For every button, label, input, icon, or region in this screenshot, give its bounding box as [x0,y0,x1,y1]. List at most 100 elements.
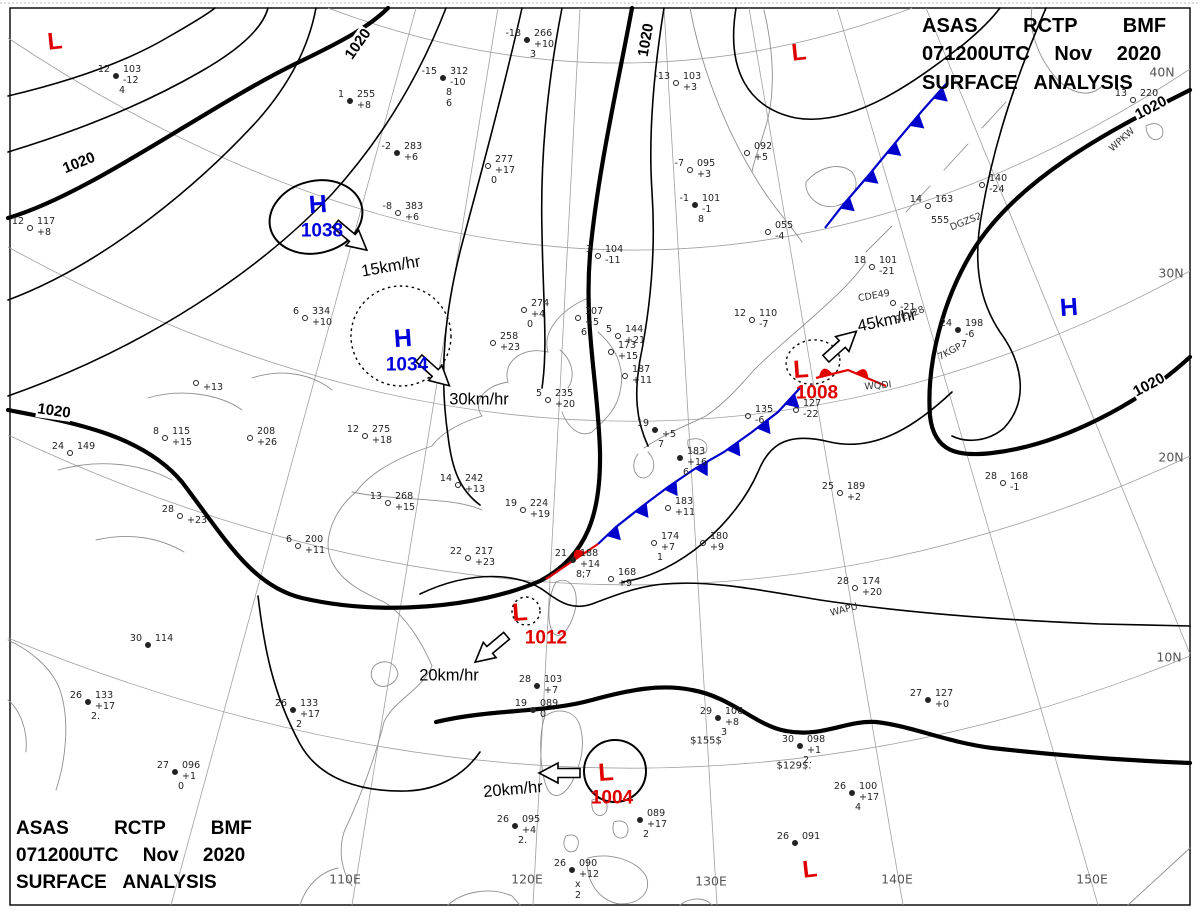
ship-label-CDE49: CDE49 [857,287,891,305]
station-ex-value: 7 [658,439,665,450]
station-rr-value: +5 [585,317,600,328]
station-rr-value: -6 [755,415,765,426]
title-chart-type: SURFACE ANALYSIS [922,71,1133,94]
station-ex-value: x 2 [575,879,582,901]
station-tr-value: 187 [632,364,651,375]
station-symbol [765,229,771,235]
station-symbol [692,202,698,208]
station-tl-value: 26 [69,690,82,701]
station-rr-value: +18 [372,435,393,446]
station-tr-value: 258 [500,331,519,342]
station-tr-value: 103 [544,674,563,685]
station-ex-value: 8 6 [446,87,453,109]
station-symbol [162,435,168,441]
station-symbol [622,373,628,379]
station-rr-value: +3 [683,82,698,93]
station-rr-value: +23 [187,515,208,526]
title-chart-type: SURFACE ANALYSIS [16,871,217,893]
station-tl-value: -18 [505,28,521,39]
station-rr-value: +17 [95,701,116,712]
ship-label-WAPU: WAPU [829,601,859,619]
station-tr-value: 275 [372,424,391,435]
station-rr-value: +5 [662,429,677,440]
station-tl-value: 27 [156,760,169,771]
station-tr-value: 224 [530,498,549,509]
station-rr-value: +20 [555,399,576,410]
station-tr-value: 183 [675,496,694,507]
ship-label-WQDI: WQDI [864,379,892,393]
lon-label-110E: 110E [329,871,361,887]
station-rr-value: +21 [625,335,646,346]
station-tl-value: -13 [654,71,670,82]
station-tr-value: 173 [618,340,637,351]
station-tr-value: 117 [37,216,56,227]
station-rr-value: +11 [675,507,696,518]
station-symbol [395,210,401,216]
station-tr-value: 277 [495,154,514,165]
station-symbol [744,150,750,156]
station-tl-value: 27 [909,688,922,699]
motion-high-1034-arrow [414,353,451,387]
station-tr-value: 133 [95,690,114,701]
station-tl-value: 29 [699,706,712,717]
station-symbol [177,513,183,519]
station-tl-value: -2 [381,141,391,152]
station-tl-value: 6 [292,306,299,317]
station-tl-value: 25 [821,481,834,492]
lon-label-130E: 130E [695,873,727,889]
station-tl-value: 13 [1114,88,1127,99]
station-ex-value: 4 [855,802,862,813]
motion-high-1038-arrow [331,219,369,252]
station-tl-value: 24 [939,318,952,329]
station-tl-value: -15 [421,66,437,77]
station-tr-value: 127 [803,398,822,409]
station-ex-value: 555 [931,215,950,226]
station-rr-value: 0 [540,709,547,720]
station-ex-value: 6 [683,467,690,478]
motion-low-1004-arrow [537,761,581,785]
high-1034-value: 1034 [385,354,429,376]
station-symbol [570,557,576,563]
station-symbol [85,699,91,705]
station-tl-value: 19 [504,498,517,509]
station-symbol [524,37,530,43]
station-tl-value: 6 [285,534,292,545]
station-tr-value: 383 [405,201,424,212]
front-layer [545,83,948,580]
station-ex-value: 6 [581,327,588,338]
station-rr-value: -21 [900,302,916,313]
station-rr-value: -24 [989,184,1005,195]
station-tr-value: 092 [754,141,773,152]
station-rr-value: +9 [710,542,725,553]
station-symbol [465,555,471,561]
extra-mark-1: $129$. [776,760,812,772]
station-rr-value: +7 [661,542,676,553]
station-symbol [362,433,368,439]
station-tr-value: 089 [540,698,559,709]
station-tl-value: 30 [129,633,142,644]
motion-low-1012-speed: 20km/hr [419,666,479,685]
station-symbol [687,167,693,173]
station-rr-value: +4 [531,309,546,320]
station-symbol [575,315,581,321]
station-ex-value: 2. [91,711,101,722]
station-symbol [569,867,575,873]
station-symbol [113,73,119,79]
station-symbol [608,576,614,582]
station-tr-value: 101 [879,255,898,266]
station-tl-value: 26 [833,781,846,792]
station-tr-value: 168 [1010,471,1029,482]
station-tl-value: 12 [733,308,746,319]
station-rr-value: +1 [182,771,197,782]
station-tr-value: 055 [775,220,794,231]
station-symbol [955,327,961,333]
station-rr-value: +6 [405,212,420,223]
station-rr-value: +16 [687,457,708,468]
station-tl-value: 21 [554,548,567,559]
station-tl-value: 26 [496,814,509,825]
title-product-id: ASAS RCTP BMF [922,15,1167,37]
station-tl-value: 19 [636,418,649,429]
station-tl-value: 28 [161,504,174,515]
station-symbol [485,163,491,169]
station-rr-value: +11 [632,375,653,386]
